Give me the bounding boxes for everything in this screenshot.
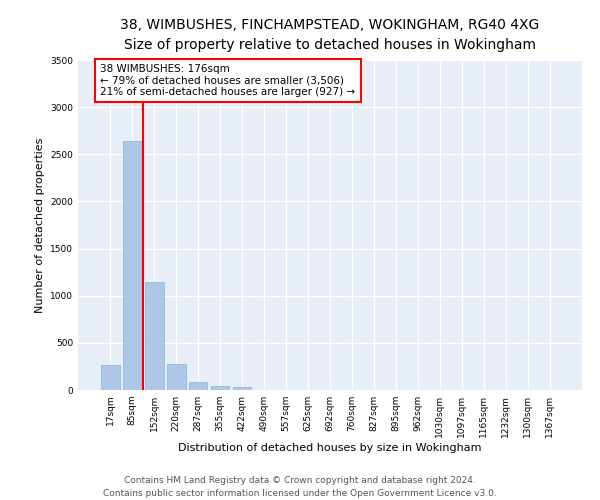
X-axis label: Distribution of detached houses by size in Wokingham: Distribution of detached houses by size … <box>178 442 482 452</box>
Text: Contains HM Land Registry data © Crown copyright and database right 2024.
Contai: Contains HM Land Registry data © Crown c… <box>103 476 497 498</box>
Bar <box>167 364 185 390</box>
Title: 38, WIMBUSHES, FINCHAMPSTEAD, WOKINGHAM, RG40 4XG
Size of property relative to d: 38, WIMBUSHES, FINCHAMPSTEAD, WOKINGHAM,… <box>121 18 539 52</box>
Bar <box>233 386 251 390</box>
Bar <box>189 382 208 390</box>
Bar <box>123 141 142 390</box>
Bar <box>101 364 119 390</box>
Text: 38 WIMBUSHES: 176sqm
← 79% of detached houses are smaller (3,506)
21% of semi-de: 38 WIMBUSHES: 176sqm ← 79% of detached h… <box>100 64 355 97</box>
Bar <box>211 386 229 390</box>
Bar <box>145 282 164 390</box>
Y-axis label: Number of detached properties: Number of detached properties <box>35 138 44 312</box>
